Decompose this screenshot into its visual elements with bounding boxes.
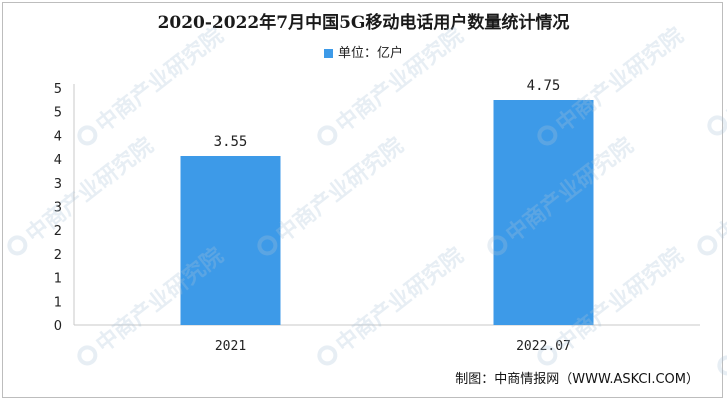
source-note: 制图：中商情报网（WWW.ASKCI.COM） <box>455 372 699 387</box>
legend-label: 单位：亿户 <box>337 46 403 61</box>
bar <box>493 100 594 325</box>
y-tick-label: 3 <box>54 201 62 216</box>
legend-swatch <box>323 49 333 58</box>
legend: 单位：亿户 <box>0 42 727 61</box>
y-tick-label: 3 <box>54 177 62 192</box>
bar <box>180 156 281 325</box>
chart-title: 2020-2022年7月中国5G移动电话用户数量统计情况 <box>157 13 570 33</box>
y-tick-label: 1 <box>54 272 62 287</box>
x-tick-label: 2021 <box>215 339 246 354</box>
y-tick-label: 5 <box>54 106 62 121</box>
x-tick-label: 2022.07 <box>516 339 571 354</box>
chart-frame <box>2 2 723 398</box>
data-label: 4.75 <box>527 78 561 94</box>
y-tick-label: 1 <box>54 295 62 310</box>
y-tick-label: 5 <box>54 82 62 97</box>
y-tick-label: 2 <box>54 224 62 239</box>
data-label: 3.55 <box>214 134 248 150</box>
y-tick-label: 0 <box>54 319 62 334</box>
y-tick-label: 2 <box>54 248 62 263</box>
y-tick-label: 4 <box>54 129 62 144</box>
y-tick-label: 4 <box>54 153 62 168</box>
